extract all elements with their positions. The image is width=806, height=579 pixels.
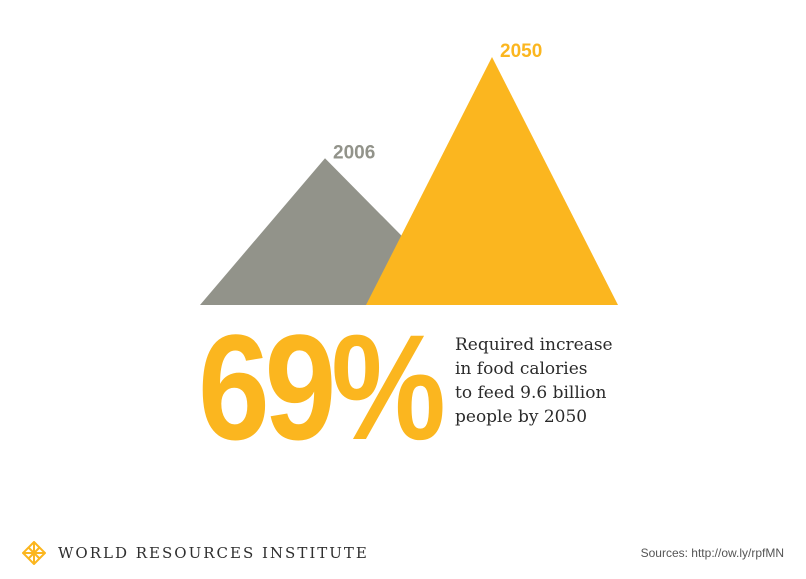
caption-line-3: to feed 9.6 billion <box>455 383 607 403</box>
org-name: WORLD RESOURCES INSTITUTE <box>58 544 369 562</box>
chart-labels: 2006 2050 <box>333 41 542 163</box>
footer-logo: WORLD RESOURCES INSTITUTE <box>22 541 369 565</box>
caption-line-4: people by 2050 <box>455 407 588 427</box>
caption-text: Required increase in food calories to fe… <box>455 333 655 429</box>
caption-line-2: in food calories <box>455 359 588 379</box>
wri-lattice-icon <box>22 541 46 565</box>
sources-text: Sources: http://ow.ly/rpfMN <box>640 546 784 560</box>
caption-line-1: Required increase <box>455 335 613 355</box>
chart-marks <box>200 57 618 305</box>
year-label-2006: 2006 <box>333 142 375 163</box>
year-label-2050: 2050 <box>500 41 542 62</box>
headline-percent: 69% <box>198 303 446 471</box>
mountain-2050 <box>366 57 618 305</box>
